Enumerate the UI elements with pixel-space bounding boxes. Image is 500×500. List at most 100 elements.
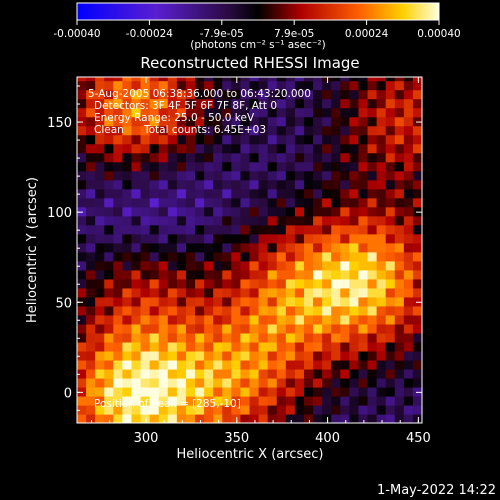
heatmap-cell xyxy=(213,269,223,280)
heatmap-cell xyxy=(249,107,260,118)
heatmap-cell xyxy=(331,116,341,127)
heatmap-cell xyxy=(204,89,214,100)
heatmap-cell xyxy=(276,197,287,208)
heatmap-cell xyxy=(95,404,105,415)
y-tick-label: 0 xyxy=(64,386,72,401)
heatmap-cell xyxy=(412,386,422,397)
heatmap-cell xyxy=(158,413,169,423)
heatmap-cell xyxy=(258,269,269,280)
heatmap-cell xyxy=(240,368,251,379)
heatmap-cell xyxy=(222,341,232,352)
heatmap-cell xyxy=(204,161,214,172)
heatmap-cell xyxy=(276,287,287,298)
heatmap-cell xyxy=(213,314,223,325)
heatmap-cell xyxy=(104,395,114,406)
heatmap-cell xyxy=(149,188,160,199)
heatmap-cell xyxy=(149,152,160,163)
heatmap-cell xyxy=(104,359,114,370)
heatmap-cell xyxy=(231,188,242,199)
heatmap-cell xyxy=(394,170,405,181)
heatmap-cell xyxy=(358,224,369,235)
heatmap-cell xyxy=(340,413,350,423)
heatmap-cell xyxy=(340,359,350,370)
heatmap-cell xyxy=(276,278,287,289)
heatmap-cell xyxy=(249,125,260,136)
heatmap-cell xyxy=(267,305,278,316)
heatmap-cell xyxy=(376,98,387,109)
heatmap-cell xyxy=(140,413,151,423)
heatmap-cell xyxy=(77,359,87,370)
heatmap-cell xyxy=(95,152,105,163)
heatmap-cell xyxy=(104,215,114,226)
heatmap-cell xyxy=(285,287,296,298)
heatmap-cell xyxy=(240,215,251,226)
x-tick-label: 300 xyxy=(134,431,159,446)
heatmap-cell xyxy=(331,152,341,163)
heatmap-cell xyxy=(403,251,414,262)
heatmap-cell xyxy=(303,125,314,136)
heatmap-cell xyxy=(403,395,414,406)
heatmap-cell xyxy=(267,269,278,280)
heatmap-cell xyxy=(213,125,223,136)
heatmap-cell xyxy=(222,98,232,109)
heatmap-cell xyxy=(385,314,396,325)
heatmap-cell xyxy=(77,179,87,190)
heatmap-cell xyxy=(412,215,422,226)
heatmap-cell xyxy=(185,89,196,100)
heatmap-cell xyxy=(158,152,169,163)
heatmap-cell xyxy=(412,377,422,388)
heatmap-cell xyxy=(204,386,214,397)
heatmap-cell xyxy=(231,269,242,280)
heatmap-cell xyxy=(349,89,360,100)
heatmap-cell xyxy=(367,116,378,127)
heatmap-cell xyxy=(276,179,287,190)
heatmap-cell xyxy=(204,395,214,406)
heatmap-cell xyxy=(412,188,422,199)
heatmap-cell xyxy=(358,404,369,415)
heatmap-cell xyxy=(213,413,223,423)
heatmap-cell xyxy=(185,332,196,343)
heatmap-cell xyxy=(322,377,332,388)
heatmap-cell xyxy=(358,206,369,217)
heatmap-cell xyxy=(222,287,232,298)
heatmap-cell xyxy=(213,395,223,406)
heatmap-cell xyxy=(358,341,369,352)
heatmap-cell xyxy=(331,296,341,307)
heatmap-cell xyxy=(213,350,223,361)
heatmap-cell xyxy=(294,395,305,406)
heatmap-cell xyxy=(113,224,123,235)
heatmap-cell xyxy=(403,77,414,82)
heatmap-cell xyxy=(176,89,187,100)
heatmap-cell xyxy=(213,377,223,388)
heatmap-cell xyxy=(104,251,114,262)
heatmap-cell xyxy=(322,350,332,361)
heatmap-cell xyxy=(240,98,251,109)
heatmap-cell xyxy=(176,341,187,352)
heatmap-cell xyxy=(322,125,332,136)
heatmap-cell xyxy=(95,224,105,235)
heatmap-cell xyxy=(322,296,332,307)
heatmap-cell xyxy=(86,332,96,343)
heatmap-cell xyxy=(394,305,405,316)
heatmap-cell xyxy=(322,314,332,325)
heatmap-cell xyxy=(322,260,332,271)
heatmap-cell xyxy=(195,98,205,109)
heatmap-cell xyxy=(195,359,205,370)
heatmap-cell xyxy=(113,278,123,289)
heatmap-cell xyxy=(213,161,223,172)
heatmap-cell xyxy=(240,296,251,307)
heatmap-cell xyxy=(204,314,214,325)
heatmap-cell xyxy=(113,89,123,100)
heatmap-cell xyxy=(313,341,323,352)
heatmap-cell xyxy=(149,206,160,217)
heatmap-cell xyxy=(385,89,396,100)
heatmap-cell xyxy=(285,188,296,199)
heatmap-cell xyxy=(204,80,214,91)
heatmap-cell xyxy=(276,377,287,388)
heatmap-cell xyxy=(149,215,160,226)
heatmap-cell xyxy=(86,224,96,235)
heatmap-cell xyxy=(113,341,123,352)
heatmap-cell xyxy=(149,404,160,415)
heatmap-cell xyxy=(258,188,269,199)
heatmap-cell xyxy=(285,296,296,307)
